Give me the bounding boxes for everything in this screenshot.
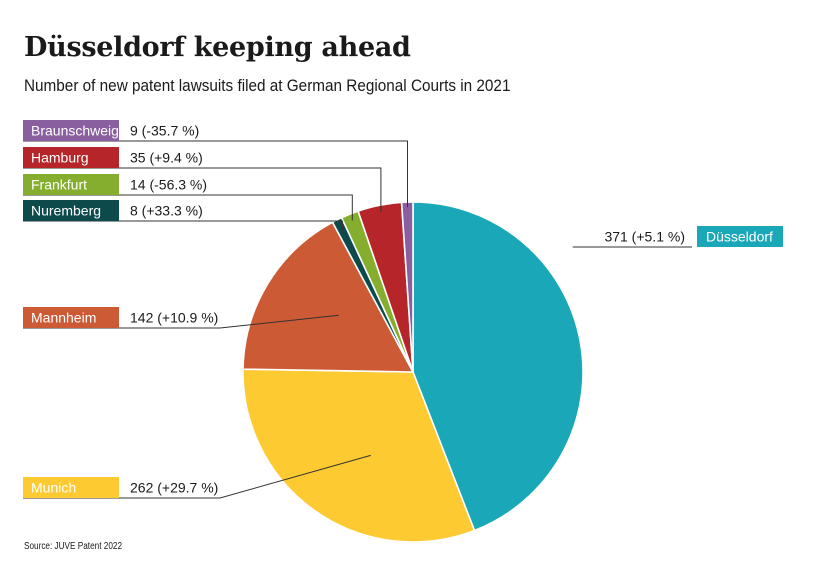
leader-line-frankfurt xyxy=(23,194,353,221)
slice-name-nuremberg: Nuremberg xyxy=(31,203,101,219)
slice-value-frankfurt: 14 (-56.3 %) xyxy=(130,177,207,193)
slice-value-mannheim: 142 (+10.9 %) xyxy=(130,310,218,326)
slice-value-dusseldorf: 371 (+5.1 %) xyxy=(604,229,685,245)
slice-name-mannheim: Mannheim xyxy=(31,310,96,326)
label-box-dusseldorf xyxy=(697,226,783,247)
slice-value-hamburg: 35 (+9.4 %) xyxy=(130,150,203,166)
slice-value-munich: 262 (+29.7 %) xyxy=(130,480,218,496)
slice-mannheim xyxy=(242,221,414,373)
label-box-mannheim xyxy=(23,307,119,328)
label-box-munich xyxy=(23,477,119,498)
slice-name-frankfurt: Frankfurt xyxy=(31,177,87,193)
slice-labels: Düsseldorf 371 (+5.1 %) Munich 262 (+29.7 %… xyxy=(23,120,783,498)
slice-dusseldorf xyxy=(412,201,584,532)
slice-value-nuremberg: 8 (+33.3 %) xyxy=(130,203,203,219)
label-box-braunschweig xyxy=(23,120,119,141)
leader-line-nuremberg xyxy=(23,220,343,231)
leader-line-braunschweig xyxy=(23,140,408,208)
slice-name-munich: Munich xyxy=(31,480,76,496)
chart-title: Düsseldorf keeping ahead xyxy=(24,32,411,63)
slice-name-dusseldorf: Düsseldorf xyxy=(706,229,773,245)
leader-line-hamburg xyxy=(23,167,382,212)
label-box-nuremberg xyxy=(23,200,119,221)
pie-slices xyxy=(242,201,584,543)
source-note: Source: JUVE Patent 2022 xyxy=(24,541,123,552)
label-box-hamburg xyxy=(23,147,119,168)
slice-value-braunschweig: 9 (-35.7 %) xyxy=(130,123,199,139)
label-box-frankfurt xyxy=(23,174,119,195)
slice-name-braunschweig: Braunschweig xyxy=(31,123,119,139)
slice-name-hamburg: Hamburg xyxy=(31,150,89,166)
chart-subtitle: Number of new patent lawsuits filed at G… xyxy=(24,76,511,95)
slice-munich xyxy=(242,368,476,543)
